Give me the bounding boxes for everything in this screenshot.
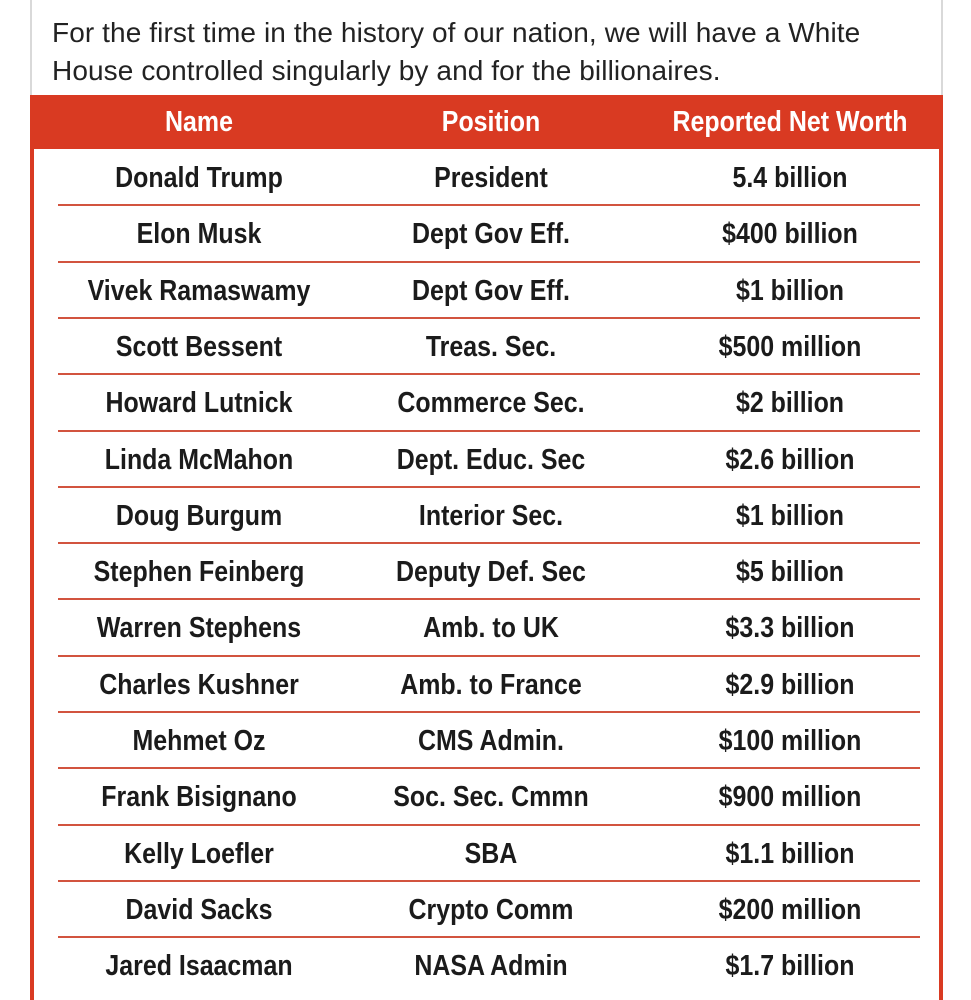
cell-position: Soc. Sec. Cmmn: [393, 781, 589, 814]
table-row: Charles Kushner Amb. to France $2.9 billio…: [34, 657, 939, 713]
cell-position: Commerce Sec.: [397, 387, 585, 420]
row-divider: [58, 429, 920, 432]
cell-name: Howard Lutnick: [105, 387, 293, 420]
table-row: Donald Trump President 5.4 billion: [34, 150, 939, 206]
table-header-row: Name Position Reported Net Worth: [34, 95, 939, 149]
cell-position: Dept Gov Eff.: [412, 274, 570, 307]
cell-net-worth: $1.1 billion: [725, 837, 855, 870]
row-divider: [58, 260, 920, 263]
cell-net-worth: $2.9 billion: [725, 668, 855, 701]
cell-position: CMS Admin.: [418, 725, 564, 757]
table-row: Kelly Loefler SBA $1.1 billion: [34, 826, 939, 882]
cell-net-worth: $1 billion: [735, 274, 845, 307]
cell-position: Interior Sec.: [418, 499, 564, 532]
table-row: Doug Burgum Interior Sec. $1 billion: [34, 488, 939, 544]
cell-name: Kelly Loefler: [124, 837, 274, 870]
table-row: Howard Lutnick Commerce Sec. $2 billion: [34, 375, 939, 431]
cell-net-worth: $100 million: [718, 725, 862, 757]
cell-net-worth: $3.3 billion: [725, 612, 855, 645]
row-divider: [58, 936, 920, 939]
cell-position: Amb. to France: [400, 668, 582, 701]
cell-position: Deputy Def. Sec: [396, 556, 586, 589]
cell-name: Donald Trump: [115, 162, 283, 194]
table-row: Mehmet Oz CMS Admin. $100 million: [34, 713, 939, 769]
row-divider: [58, 767, 920, 770]
cell-net-worth: $2 billion: [735, 387, 845, 420]
cell-net-worth: $1.7 billion: [725, 950, 855, 983]
cell-position: Dept. Educ. Sec: [396, 443, 586, 476]
header-name: Name: [165, 106, 233, 138]
cell-name: Jared Isaacman: [105, 950, 293, 983]
row-divider: [58, 485, 920, 488]
header-position: Position: [441, 106, 541, 138]
table-row: Stephen Feinberg Deputy Def. Sec $5 billio…: [34, 544, 939, 600]
post-caption: For the first time in the history of our…: [52, 17, 861, 86]
cell-net-worth: $900 million: [718, 781, 862, 814]
header-net-worth: Reported Net Worth: [672, 106, 908, 138]
cell-position: Treas. Sec.: [425, 330, 557, 363]
cell-net-worth: $200 million: [718, 893, 862, 926]
cell-position: Dept Gov Eff.: [412, 218, 570, 251]
table-row: Jared Isaacman NASA Admin $1.7 billion: [34, 938, 939, 994]
table-row: Scott Bessent Treas. Sec. $500 million: [34, 319, 939, 375]
cell-name: Charles Kushner: [99, 668, 299, 701]
cell-position: Crypto Comm: [408, 893, 574, 926]
cell-net-worth: $5 billion: [735, 556, 845, 589]
cell-position: NASA Admin: [414, 950, 568, 983]
cell-position: Amb. to UK: [423, 612, 559, 645]
cell-name: David Sacks: [125, 893, 273, 926]
row-divider: [58, 711, 920, 713]
table-row: Frank Bisignano Soc. Sec. Cmmn $900 millio…: [34, 769, 939, 825]
row-divider: [58, 879, 920, 882]
cell-name: Elon Musk: [136, 218, 262, 251]
cell-net-worth: $1 billion: [735, 499, 845, 532]
cell-position: SBA: [464, 837, 518, 870]
cell-name: Frank Bisignano: [101, 781, 297, 814]
row-divider: [58, 654, 920, 657]
cell-name: Scott Bessent: [115, 330, 283, 363]
row-divider: [58, 316, 920, 319]
table-row: Vivek Ramaswamy Dept Gov Eff. $1 billion: [34, 263, 939, 319]
row-divider: [58, 373, 920, 376]
table-row: David Sacks Crypto Comm $200 million: [34, 882, 939, 938]
row-divider: [58, 204, 920, 207]
cell-net-worth: 5.4 billion: [732, 162, 848, 194]
cell-name: Stephen Feinberg: [93, 556, 305, 589]
cell-net-worth: $400 billion: [722, 218, 858, 251]
row-divider: [58, 542, 920, 545]
row-divider: [58, 823, 920, 826]
row-divider: [58, 598, 920, 601]
table-row: Elon Musk Dept Gov Eff. $400 billion: [34, 206, 939, 262]
cell-name: Warren Stephens: [96, 612, 302, 645]
cell-name: Vivek Ramaswamy: [87, 274, 311, 307]
cell-name: Linda McMahon: [104, 443, 294, 476]
cell-position: President: [434, 162, 548, 194]
cell-name: Doug Burgum: [115, 499, 283, 532]
table-row: Warren Stephens Amb. to UK $3.3 billion: [34, 600, 939, 656]
cell-net-worth: $500 million: [718, 330, 862, 363]
cell-name: Mehmet Oz: [132, 725, 266, 757]
table-row: Linda McMahon Dept. Educ. Sec $2.6 billion: [34, 432, 939, 488]
net-worth-table: Name Position Reported Net Worth Donald …: [30, 95, 943, 1000]
cell-net-worth: $2.6 billion: [725, 443, 855, 476]
